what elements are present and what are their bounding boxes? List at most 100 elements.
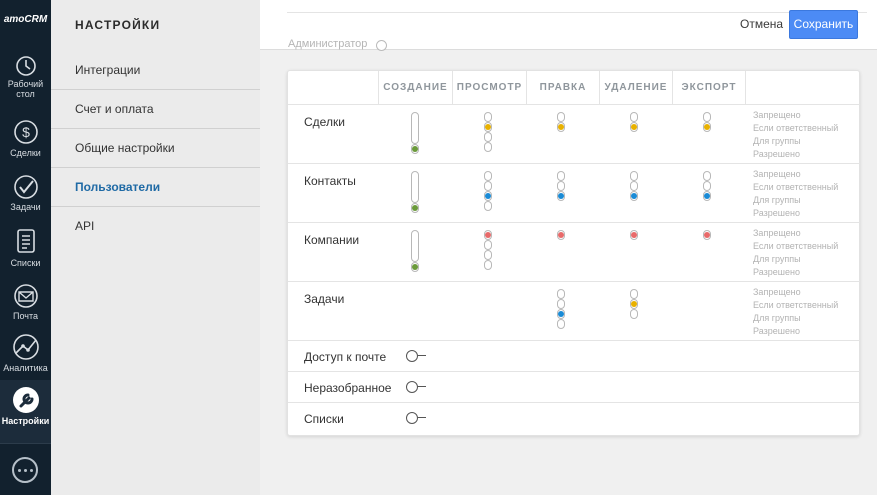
nav-deals[interactable]: $ Сделки [0, 118, 51, 158]
mail-access-toggle[interactable] [406, 350, 426, 362]
row-label-mail-access: Доступ к почте [304, 350, 387, 364]
create-contacts-slider[interactable] [410, 171, 420, 219]
legend-contacts-responsible: Если ответственный [753, 182, 839, 192]
legend-deals-allowed: Разрешено [753, 149, 800, 159]
form-top-edge [287, 12, 867, 13]
legend-contacts-group: Для группы [753, 195, 801, 205]
deals-icon: $ [13, 120, 38, 144]
menu-item-integrations[interactable]: Интеграции [51, 51, 260, 90]
lists-toggle[interactable] [406, 412, 426, 424]
col-legend [745, 71, 861, 104]
legend-contacts-allowed: Разрешено [753, 208, 800, 218]
nav-lists[interactable]: Списки [0, 228, 51, 268]
nav-analytics-label: Аналитика [3, 363, 48, 373]
settings-menu: НАСТРОЙКИ Интеграции Счет и оплата Общие… [51, 0, 260, 495]
export-deals-slider[interactable] [702, 112, 712, 132]
view-deals-slider[interactable] [483, 112, 493, 160]
nav-settings[interactable]: Настройки [0, 380, 51, 443]
menu-item-users[interactable]: Пользователи [51, 168, 260, 207]
admin-toggle[interactable] [376, 40, 387, 51]
row-divider [288, 371, 861, 372]
row-label-tasks: Задачи [304, 292, 345, 306]
legend-deals-responsible: Если ответственный [753, 123, 839, 133]
legend-companies-allowed: Разрешено [753, 267, 800, 277]
nav-tasks[interactable]: Задачи [0, 174, 51, 212]
nav-analytics[interactable]: Аналитика [0, 333, 51, 373]
export-companies-slider[interactable] [702, 230, 712, 240]
cancel-button[interactable]: Отмена [740, 17, 784, 31]
unsorted-toggle[interactable] [406, 381, 426, 393]
view-companies-slider[interactable] [483, 230, 493, 278]
nav-dashboard-label-2: стол [16, 89, 35, 99]
row-label-unsorted: Неразобранное [304, 381, 392, 395]
legend-companies-group: Для группы [753, 254, 801, 264]
app-logo: amoCRM [3, 14, 48, 25]
lists-icon [16, 229, 35, 253]
settings-title: НАСТРОЙКИ [75, 18, 161, 32]
legend-contacts: Запрещено Если ответственный Для группы … [753, 168, 838, 220]
row-label-deals: Сделки [304, 115, 345, 129]
edit-deals-slider[interactable] [556, 112, 566, 132]
nav-dashboard[interactable]: Рабочий стол [0, 55, 51, 99]
legend-tasks-responsible: Если ответственный [753, 300, 839, 310]
col-view: ПРОСМОТР [452, 71, 526, 104]
user-edit-header: Отмена Сохранить [260, 0, 877, 50]
menu-item-billing[interactable]: Счет и оплата [51, 90, 260, 129]
delete-contacts-slider[interactable] [629, 171, 639, 201]
nav-mail-label: Почта [13, 311, 38, 321]
svg-text:$: $ [22, 124, 30, 140]
dashboard-icon [15, 56, 36, 76]
view-contacts-slider[interactable] [483, 171, 493, 219]
row-divider [288, 340, 861, 341]
legend-companies-forbidden: Запрещено [753, 228, 801, 238]
nav-tasks-label: Задачи [10, 202, 41, 212]
menu-item-api[interactable]: API [75, 219, 95, 233]
menu-item-general[interactable]: Общие настройки [51, 129, 260, 168]
col-edit: ПРАВКА [526, 71, 599, 104]
row-label-companies: Компании [304, 233, 360, 247]
nav-settings-label: Настройки [1, 416, 50, 426]
edit-tasks-slider[interactable] [556, 289, 566, 329]
chat-icon[interactable] [12, 457, 38, 483]
create-companies-slider[interactable] [410, 230, 420, 278]
row-label-contacts: Контакты [304, 174, 356, 188]
legend-tasks-allowed: Разрешено [753, 326, 800, 336]
save-button[interactable]: Сохранить [789, 10, 858, 39]
nav-lists-label: Списки [10, 258, 41, 268]
main-content: Отмена Сохранить Администратор СОЗДАНИЕ … [260, 0, 877, 495]
admin-label: Администратор [288, 38, 368, 50]
nav-divider [0, 443, 51, 444]
legend-deals-group: Для группы [753, 136, 801, 146]
legend-deals: Запрещено Если ответственный Для группы … [753, 109, 838, 161]
tasks-icon [13, 175, 38, 199]
legend-tasks-group: Для группы [753, 313, 801, 323]
create-deals-slider[interactable] [410, 112, 420, 160]
mail-icon [13, 284, 38, 308]
export-contacts-slider[interactable] [702, 171, 712, 201]
legend-contacts-forbidden: Запрещено [753, 169, 801, 179]
row-divider [288, 163, 861, 164]
legend-companies: Запрещено Если ответственный Для группы … [753, 227, 838, 279]
delete-companies-slider[interactable] [629, 230, 639, 240]
col-create: СОЗДАНИЕ [378, 71, 452, 104]
nav-dashboard-label-1: Рабочий [7, 79, 44, 89]
nav-mail[interactable]: Почта [0, 283, 51, 321]
row-divider [288, 222, 861, 223]
main-navigation: amoCRM Рабочий стол $ Сделки Задачи Спис… [0, 0, 51, 495]
header-divider [288, 104, 861, 105]
edit-companies-slider[interactable] [556, 230, 566, 240]
row-divider [288, 281, 861, 282]
permissions-table: СОЗДАНИЕ ПРОСМОТР ПРАВКА УДАЛЕНИЕ ЭКСПОР… [287, 70, 861, 436]
legend-tasks: Запрещено Если ответственный Для группы … [753, 286, 838, 338]
row-label-lists: Списки [304, 412, 344, 426]
legend-companies-responsible: Если ответственный [753, 241, 839, 251]
col-export: ЭКСПОРТ [672, 71, 745, 104]
legend-tasks-forbidden: Запрещено [753, 287, 801, 297]
col-delete: УДАЛЕНИЕ [599, 71, 672, 104]
legend-deals-forbidden: Запрещено [753, 110, 801, 120]
settings-wrench-icon [12, 387, 39, 413]
analytics-icon [12, 334, 39, 360]
edit-contacts-slider[interactable] [556, 171, 566, 201]
delete-tasks-slider[interactable] [629, 289, 639, 319]
delete-deals-slider[interactable] [629, 112, 639, 132]
